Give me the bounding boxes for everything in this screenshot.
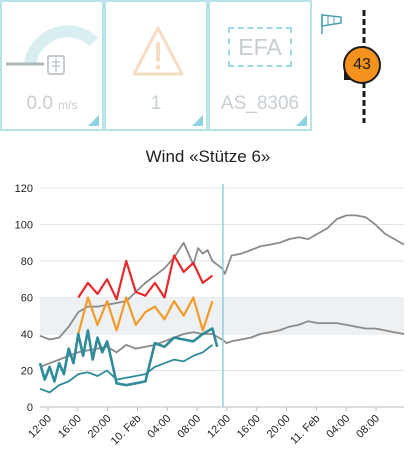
- alarm-red-series: [77, 254, 214, 301]
- x-tick-label: 12:00: [26, 413, 54, 441]
- wind-gauge-icon: [6, 25, 99, 75]
- x-tick-label: 04:00: [145, 413, 173, 441]
- x-tick-label: 20:00: [86, 413, 114, 441]
- measured-min-line: [39, 344, 213, 394]
- x-tick-label: 16:00: [56, 413, 84, 441]
- x-tick-label: 10. Feb: [109, 413, 144, 448]
- y-tick-label: 120: [15, 183, 33, 195]
- measured-wind-line: [38, 327, 219, 387]
- x-tick-label: 04:00: [324, 413, 352, 441]
- tile-expand-icon[interactable]: [296, 115, 307, 126]
- warnings-tile[interactable]: 1: [104, 0, 208, 131]
- wind-speed-unit: m/s: [58, 98, 78, 112]
- y-tick-label: 80: [21, 256, 33, 268]
- tile-expand-icon[interactable]: [192, 115, 203, 126]
- efa-icon: EFA: [228, 27, 292, 67]
- y-tick-label: 60: [21, 293, 33, 305]
- mean-wind-line: [39, 320, 405, 368]
- x-tick-label: 08:00: [175, 413, 203, 441]
- efa-tile[interactable]: EFA AS_8306: [208, 0, 312, 131]
- y-tick-label: 40: [21, 329, 33, 341]
- windsock-icon: [321, 14, 342, 34]
- y-tick-label: 20: [21, 366, 33, 378]
- x-tick-label: 20:00: [265, 413, 293, 441]
- warning-orange-series: [77, 296, 214, 335]
- x-tick-label: 08:00: [354, 413, 382, 441]
- y-tick-label: 0: [27, 402, 33, 414]
- tile-expand-icon[interactable]: [88, 115, 99, 126]
- wind-speed-value: 0.0 m/s: [26, 93, 78, 114]
- efa-id: AS_8306: [220, 93, 300, 114]
- warnings-count: 1: [150, 93, 162, 114]
- chart-title: Wind «Stütze 6»: [145, 147, 271, 166]
- support-badge[interactable]: 43: [343, 46, 381, 84]
- y-tick-label: 100: [15, 220, 33, 232]
- x-tick-label: 12:00: [205, 413, 233, 441]
- wind-speed-tile[interactable]: 0.0 m/s: [0, 0, 104, 131]
- x-tick-label: 16:00: [235, 413, 263, 441]
- x-tick-label: 11. Feb: [288, 413, 322, 447]
- warning-triangle-icon: [132, 26, 184, 76]
